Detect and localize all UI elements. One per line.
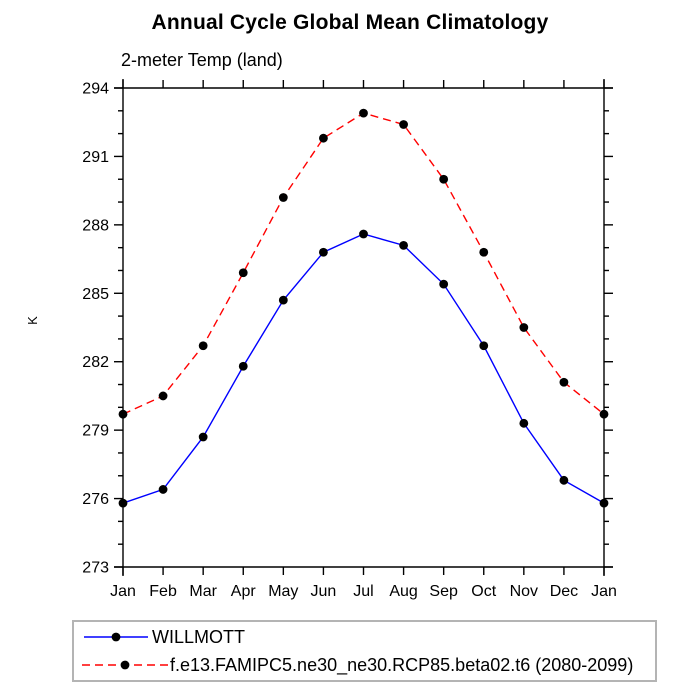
data-point-marker xyxy=(238,361,248,371)
data-point-marker xyxy=(198,341,208,351)
data-point-marker xyxy=(158,485,168,494)
y-tick-label: 285 xyxy=(82,286,109,303)
x-tick-label: Jan xyxy=(591,583,617,600)
data-point-marker xyxy=(359,108,368,118)
x-tick-label: Jun xyxy=(311,583,337,600)
x-tick-label: Feb xyxy=(149,583,177,600)
y-tick-label: 294 xyxy=(82,81,109,98)
x-tick-label: Aug xyxy=(389,583,417,600)
x-tick-label: May xyxy=(268,583,298,600)
data-point-marker xyxy=(118,409,128,419)
x-tick-label: Nov xyxy=(510,583,538,600)
x-tick-label: Mar xyxy=(189,583,217,600)
chart-subtitle: 2-meter Temp (land) xyxy=(121,50,283,70)
data-point-marker xyxy=(278,193,288,202)
y-tick-label: 291 xyxy=(82,149,109,166)
legend: WILLMOTT f.e13.FAMIPC5.ne30_ne30.RCP85.b… xyxy=(72,620,657,682)
x-tick-label: Jul xyxy=(353,583,373,600)
y-tick-label: 288 xyxy=(82,217,109,234)
legend-label-model: f.e13.FAMIPC5.ne30_ne30.RCP85.beta02.t6 … xyxy=(170,654,634,675)
x-tick-label: Apr xyxy=(231,583,257,600)
y-tick-label: 279 xyxy=(82,423,109,440)
series-line-1 xyxy=(122,112,605,415)
chart-title: Annual Cycle Global Mean Climatology xyxy=(151,11,549,34)
data-point-marker xyxy=(158,391,168,401)
series-line-0 xyxy=(122,233,605,504)
y-tick-label: 282 xyxy=(82,354,109,371)
data-point-marker xyxy=(238,268,248,278)
data-point-marker xyxy=(559,475,569,485)
data-point-marker xyxy=(599,498,609,508)
data-point-marker xyxy=(599,409,609,419)
y-tick-label: 273 xyxy=(82,560,109,577)
x-tick-label: Sep xyxy=(429,583,458,600)
legend-item-model: f.e13.FAMIPC5.ne30_ne30.RCP85.beta02.t6 … xyxy=(80,651,655,679)
x-tick-label: Jan xyxy=(110,583,136,600)
legend-label-willmott: WILLMOTT xyxy=(152,626,245,647)
data-point-marker xyxy=(359,229,368,239)
data-point-marker xyxy=(399,240,408,250)
x-tick-label: Oct xyxy=(471,583,496,600)
data-point-marker xyxy=(519,323,529,332)
legend-swatch-solid-line-icon xyxy=(84,632,148,642)
data-point-marker xyxy=(319,247,328,257)
data-point-marker xyxy=(439,279,449,289)
data-point-marker xyxy=(519,418,529,428)
data-point-marker xyxy=(319,133,328,143)
data-point-marker xyxy=(198,432,208,442)
data-point-marker xyxy=(479,247,489,257)
data-point-marker xyxy=(118,498,128,508)
y-tick-label: 276 xyxy=(82,491,109,508)
data-point-marker xyxy=(479,341,489,351)
legend-item-willmott: WILLMOTT xyxy=(80,623,655,651)
data-point-marker xyxy=(399,120,408,129)
data-point-marker xyxy=(278,295,288,305)
x-tick-label: Dec xyxy=(550,583,578,600)
data-point-marker xyxy=(559,377,569,387)
data-point-marker xyxy=(439,174,449,184)
legend-swatch-dashed-line-icon xyxy=(82,660,168,670)
